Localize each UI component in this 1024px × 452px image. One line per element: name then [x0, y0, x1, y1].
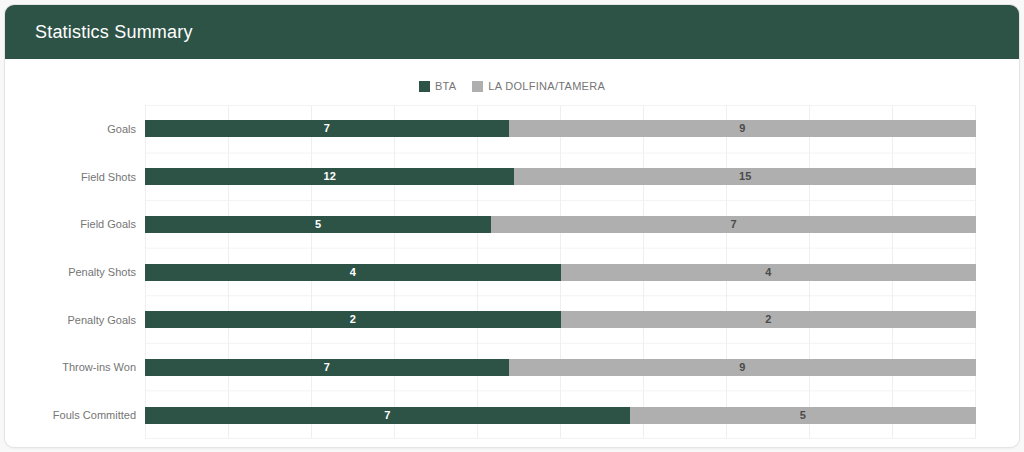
- bar-value-label: 5: [315, 219, 321, 230]
- legend-item-0[interactable]: BTA: [419, 80, 456, 92]
- bar-track: 79: [145, 359, 976, 376]
- statistics-summary-card: Statistics Summary BTALA DOLFINA/TAMERA …: [4, 4, 1020, 448]
- chart-row: Penalty Shots44: [5, 248, 976, 296]
- chart-plot: Goals79Field Shots1215Field Goals57Penal…: [5, 105, 1019, 439]
- bar-value-label: 2: [350, 314, 356, 325]
- legend-swatch-icon: [419, 81, 430, 92]
- category-label: Throw-ins Won: [5, 361, 145, 373]
- bar-segment-opponent[interactable]: 7: [491, 216, 976, 233]
- category-label: Fouls Committed: [5, 409, 145, 421]
- bar-segment-bta[interactable]: 4: [145, 264, 561, 281]
- bar-value-label: 4: [350, 267, 356, 278]
- bar-value-label: 9: [739, 362, 745, 373]
- chart-legend: BTA LA DOLFINA/TAMERA: [5, 79, 1019, 93]
- card-header: Statistics Summary: [5, 5, 1019, 59]
- bar-track: 44: [145, 264, 976, 281]
- bar-track: 79: [145, 120, 976, 137]
- chart-area: BTALA DOLFINA/TAMERA Goals79Field Shots1…: [5, 79, 1019, 448]
- bar-value-label: 2: [765, 314, 771, 325]
- bar-segment-bta[interactable]: 7: [145, 359, 509, 376]
- chart-row: Field Goals57: [5, 200, 976, 248]
- legend-label: BTA: [435, 80, 456, 92]
- bar-value-label: 12: [324, 171, 336, 182]
- bar-segment-opponent[interactable]: 4: [561, 264, 977, 281]
- bar-value-label: 4: [765, 267, 771, 278]
- chart-row: Penalty Goals22: [5, 296, 976, 344]
- category-label: Penalty Goals: [5, 314, 145, 326]
- legend-item-1[interactable]: LA DOLFINA/TAMERA: [472, 80, 605, 92]
- bar-track: 75: [145, 407, 976, 424]
- page-title: Statistics Summary: [35, 22, 193, 43]
- category-label: Field Goals: [5, 218, 145, 230]
- chart-row: Fouls Committed75: [5, 391, 976, 439]
- legend-swatch-icon: [472, 81, 483, 92]
- bar-value-label: 7: [731, 219, 737, 230]
- bar-segment-bta[interactable]: 5: [145, 216, 491, 233]
- bar-value-label: 15: [739, 171, 751, 182]
- bar-segment-opponent[interactable]: 5: [630, 407, 976, 424]
- bar-segment-bta[interactable]: 7: [145, 407, 630, 424]
- category-label: Goals: [5, 123, 145, 135]
- category-label: Penalty Shots: [5, 266, 145, 278]
- bar-track: 57: [145, 216, 976, 233]
- chart-row: Goals79: [5, 105, 976, 153]
- bar-segment-opponent[interactable]: 9: [509, 120, 976, 137]
- legend-label: LA DOLFINA/TAMERA: [488, 80, 605, 92]
- bar-segment-opponent[interactable]: 9: [509, 359, 976, 376]
- chart-row: Throw-ins Won79: [5, 344, 976, 392]
- bar-value-label: 9: [739, 123, 745, 134]
- bar-value-label: 7: [384, 410, 390, 421]
- bar-segment-opponent[interactable]: 2: [561, 311, 977, 328]
- bar-value-label: 5: [800, 410, 806, 421]
- bar-value-label: 7: [324, 362, 330, 373]
- bar-segment-bta[interactable]: 12: [145, 168, 514, 185]
- bar-segment-bta[interactable]: 7: [145, 120, 509, 137]
- bar-segment-opponent[interactable]: 15: [514, 168, 976, 185]
- chart-rows: Goals79Field Shots1215Field Goals57Penal…: [5, 105, 976, 439]
- bar-track: 22: [145, 311, 976, 328]
- category-label: Field Shots: [5, 171, 145, 183]
- chart-row: Field Shots 12 15: [5, 153, 976, 201]
- bar-segment-bta[interactable]: 2: [145, 311, 561, 328]
- bar-value-label: 7: [324, 123, 330, 134]
- bar-track: 12 15: [145, 168, 976, 185]
